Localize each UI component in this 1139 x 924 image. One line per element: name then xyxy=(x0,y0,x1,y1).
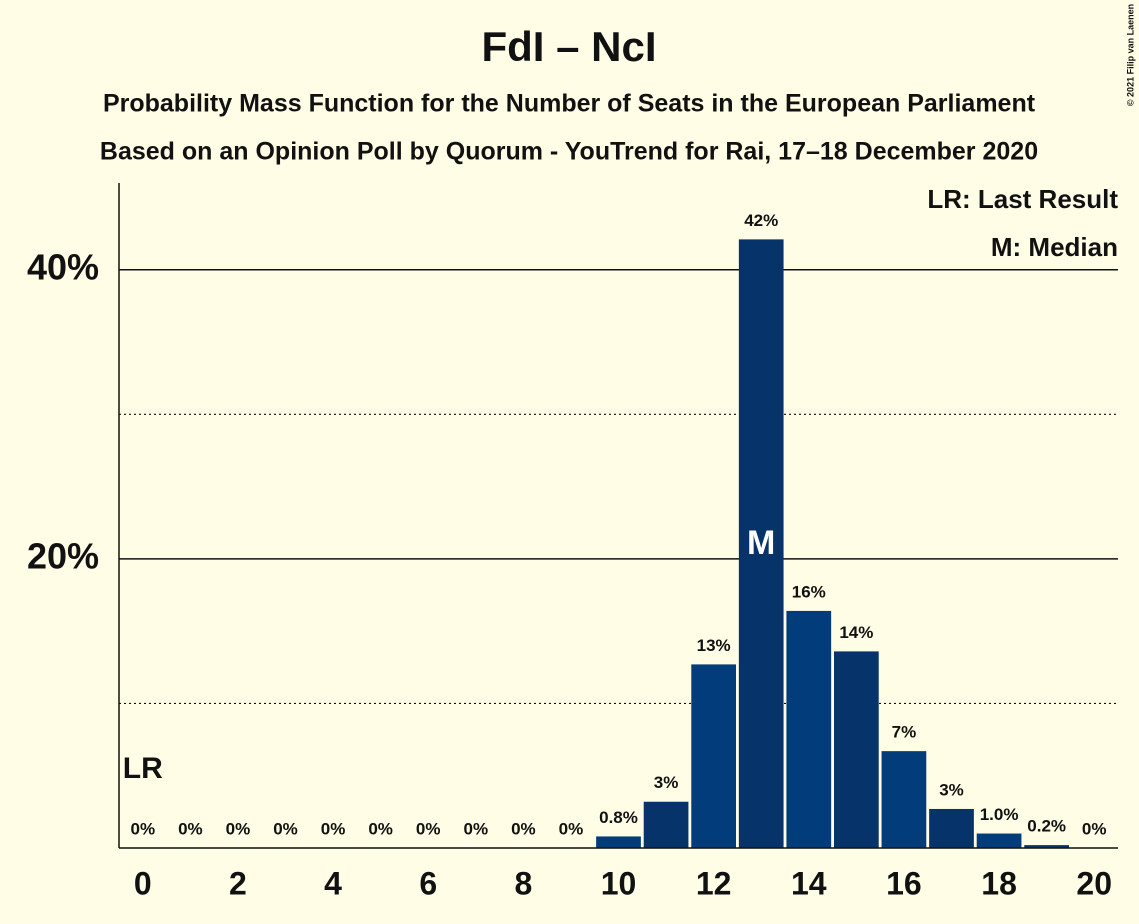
value-label: 0% xyxy=(321,819,346,838)
legend-entry: M: Median xyxy=(991,232,1118,262)
bar xyxy=(833,651,879,848)
bar xyxy=(738,239,784,848)
x-tick-label: 6 xyxy=(419,865,437,901)
value-label: 7% xyxy=(892,723,917,742)
value-label: 0% xyxy=(273,819,298,838)
value-label: 0% xyxy=(559,819,584,838)
value-label: 3% xyxy=(939,780,964,799)
value-label: 0% xyxy=(368,819,393,838)
x-tick-label: 2 xyxy=(229,865,247,901)
credit: © 2021 Filip van Laenen xyxy=(1125,4,1135,106)
value-label: 1.0% xyxy=(980,805,1019,824)
x-tick-label: 10 xyxy=(601,865,637,901)
x-tick-label: 20 xyxy=(1076,865,1112,901)
chart-title: FdI – NcI xyxy=(481,23,656,70)
y-tick-label: 20% xyxy=(27,535,99,576)
value-label: 0% xyxy=(226,819,251,838)
bar xyxy=(881,751,927,848)
bar xyxy=(976,833,1022,848)
value-label: 0% xyxy=(1082,819,1107,838)
value-label: 0.2% xyxy=(1027,817,1066,836)
y-tick-label: 40% xyxy=(27,246,99,287)
value-label: 13% xyxy=(697,636,731,655)
last-result-marker: LR xyxy=(123,752,163,785)
median-marker: M xyxy=(747,524,775,562)
value-label: 3% xyxy=(654,773,679,792)
value-label: 14% xyxy=(839,623,873,642)
value-label: 0% xyxy=(130,819,155,838)
value-label: 0.8% xyxy=(599,808,638,827)
x-tick-label: 0 xyxy=(134,865,152,901)
x-tick-label: 14 xyxy=(791,865,827,901)
value-label: 42% xyxy=(744,211,778,230)
value-label: 0% xyxy=(511,819,536,838)
bar xyxy=(786,610,832,848)
bar xyxy=(929,808,974,848)
legend-entry: LR: Last Result xyxy=(927,184,1118,214)
x-tick-label: 8 xyxy=(514,865,532,901)
chart-subtitle: Based on an Opinion Poll by Quorum - You… xyxy=(100,138,1038,166)
value-label: 16% xyxy=(792,582,826,601)
value-label: 0% xyxy=(416,819,441,838)
bar xyxy=(691,664,737,848)
bar xyxy=(643,801,689,848)
bar xyxy=(596,836,641,848)
value-label: 0% xyxy=(463,819,488,838)
x-tick-label: 4 xyxy=(324,865,342,901)
x-tick-label: 18 xyxy=(981,865,1017,901)
chart-subtitle: Probability Mass Function for the Number… xyxy=(103,90,1036,118)
bar xyxy=(1024,845,1070,848)
x-tick-label: 16 xyxy=(886,865,922,901)
x-tick-label: 12 xyxy=(696,865,732,901)
value-label: 0% xyxy=(178,819,203,838)
